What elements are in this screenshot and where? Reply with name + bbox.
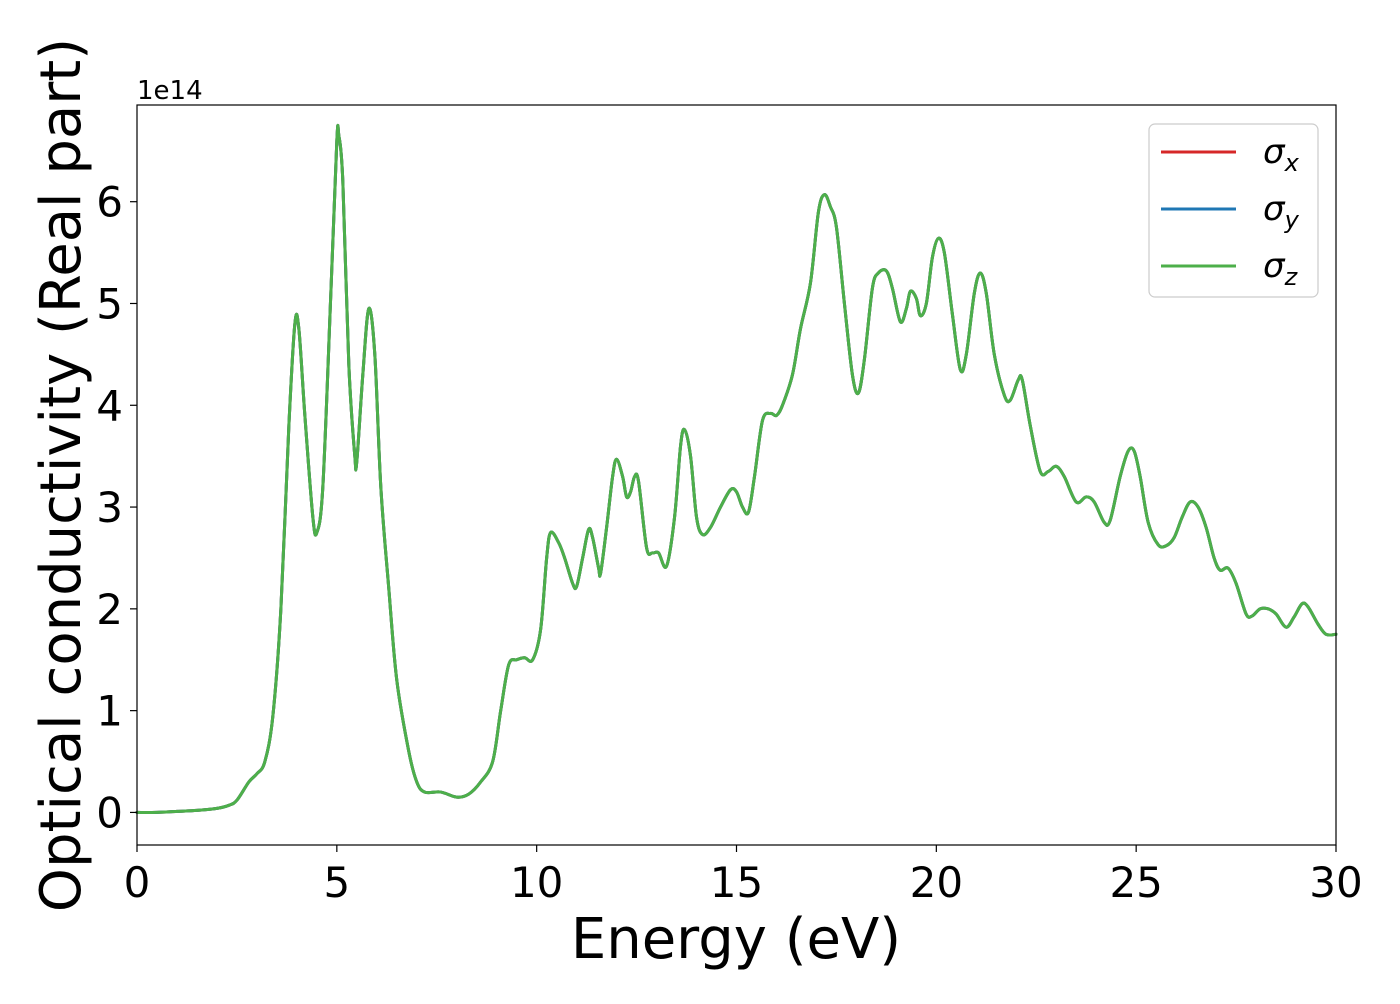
plot-background (137, 105, 1336, 845)
legend-label-z: σz (1263, 246, 1299, 291)
legend-label-x: σx (1263, 132, 1300, 177)
x-tick-label: 30 (1309, 858, 1362, 907)
series-layer (135, 124, 1338, 815)
series-line-z (135, 124, 1338, 815)
x-tick-label: 25 (1109, 858, 1162, 907)
y-tick-label: 4 (96, 381, 123, 430)
legend: σx σy σz (1148, 123, 1319, 298)
x-tick-label: 10 (510, 858, 563, 907)
y-tick-label: 6 (96, 178, 123, 227)
y-tick-label: 2 (96, 585, 123, 634)
x-tick-label: 5 (323, 858, 350, 907)
x-axis: 0 5 10 15 20 25 30 (124, 845, 1363, 907)
x-tick-label: 15 (710, 858, 763, 907)
legend-label-y: σy (1263, 189, 1300, 234)
y-tick-label: 3 (96, 483, 123, 532)
y-offset-label: 1e14 (137, 76, 203, 106)
y-tick-label: 1 (96, 687, 123, 736)
y-tick-label: 0 (96, 788, 123, 837)
y-axis-label: Optical conductivity (Real part) (29, 38, 94, 912)
x-tick-label: 0 (124, 858, 151, 907)
x-tick-label: 20 (910, 858, 963, 907)
y-tick-label: 5 (96, 279, 123, 328)
y-axis: 0 1 2 3 4 5 6 (96, 178, 137, 837)
x-axis-label: Energy (eV) (571, 907, 901, 972)
